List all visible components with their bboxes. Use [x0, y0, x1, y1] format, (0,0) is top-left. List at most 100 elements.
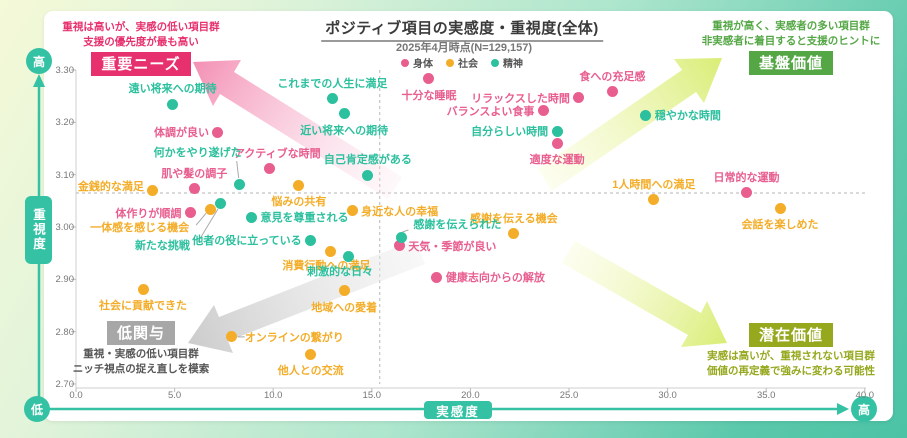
data-point-dot: [537, 105, 549, 117]
data-point-label: 感謝を伝えられた: [413, 218, 502, 231]
data-point-label: 穏やかな時間: [654, 110, 721, 122]
data-point-label: 社会に貢献できた: [99, 300, 188, 313]
legend-item: 社会: [446, 55, 478, 70]
quadrant-note: 非実感者に着目すると支援のヒントに: [701, 35, 881, 47]
quadrant-bottom-left: 低関与 重視・実感の低い項目群 ニッチ視点の捉え直しを模索: [38, 321, 244, 377]
data-point-label: 天気・季節が良い: [408, 240, 497, 253]
data-point-label: 自分らしい時間: [471, 126, 549, 139]
x-tick-label: 25.0: [559, 390, 579, 401]
y-tick-label: 3.30: [55, 65, 75, 76]
data-point-label: 一体感を感じる機会: [90, 222, 190, 235]
data-point-label: 他人との交流: [277, 365, 344, 378]
data-point-dot: [326, 93, 338, 105]
data-point-label: 食への充足感: [579, 70, 646, 83]
latent-value-arrow-icon: [562, 241, 727, 347]
quadrant-note: 重視は高いが、実感の低い項目群: [62, 21, 220, 33]
data-point-label: 金銭的な満足: [77, 180, 144, 193]
data-point-dot: [226, 331, 238, 343]
y-tick-label: 2.90: [55, 274, 75, 286]
data-point-dot: [508, 228, 520, 240]
data-point-label: バランスよい食事: [446, 105, 535, 118]
data-point-dot: [324, 245, 336, 257]
data-point-label: 消費行動への満足: [282, 260, 371, 273]
data-point-dot: [338, 108, 350, 120]
data-point-dot: [640, 109, 652, 121]
data-point-label: オンラインの繋がり: [244, 331, 344, 344]
legend-label: 社会: [458, 59, 478, 70]
data-point-dot: [212, 126, 224, 138]
data-point-dot: [263, 163, 275, 175]
foundation-value-badge: 基盤価値: [748, 51, 833, 75]
important-needs-badge: 重要ニーズ: [91, 52, 191, 76]
x-tick-label: 5.0: [167, 390, 182, 401]
legend: 身体 社会 精神: [401, 55, 523, 70]
data-point-dot: [234, 178, 246, 190]
data-point-label: 身近な人の幸福: [361, 205, 439, 218]
important-needs-arrow-icon: [193, 60, 402, 199]
data-point-dot: [395, 232, 407, 244]
legend-item: 精神: [491, 55, 523, 70]
data-point-label: 1人時間への満足: [612, 178, 696, 191]
low-involvement-badge: 低関与: [106, 321, 175, 345]
data-point-dot: [346, 205, 358, 217]
quadrant-note: 価値の再定義で強みに変わる可能性: [707, 365, 875, 377]
data-point-label: 意見を尊重される: [260, 212, 349, 225]
data-point-dot: [431, 271, 443, 283]
chart-subtitle: 2025年4月時点(N=129,157): [395, 42, 533, 54]
quadrant-top-right: 重視が高く、実感者の多い項目群 非実感者に着目すると支援のヒントに 基盤価値: [688, 19, 894, 75]
data-point-dot: [573, 92, 585, 104]
latent-value-badge: 潜在価値: [748, 323, 833, 347]
data-point-dot: [215, 198, 227, 210]
legend-swatch-icon: [491, 58, 499, 67]
data-point-label: 適度な運動: [529, 154, 585, 167]
foundation-value-arrow-icon: [538, 58, 722, 191]
x-tick-label: 20.0: [461, 390, 480, 401]
data-point-dot: [338, 285, 350, 297]
legend-label: 精神: [503, 59, 523, 70]
data-point-dot: [246, 211, 257, 223]
quadrant-note: 支援の優先度が最も高い: [83, 36, 199, 48]
chart-title: ポジティブ項目の実感度・重視度(全体): [321, 17, 603, 42]
x-tick-label: 15.0: [362, 390, 382, 401]
y-axis-high-marker: 高: [26, 48, 52, 74]
y-axis-arrowhead-icon: [33, 74, 45, 87]
data-point-dot: [606, 86, 618, 98]
data-point-dot: [393, 240, 405, 252]
data-point-dot: [740, 187, 752, 199]
data-point-label: 日常的な運動: [713, 171, 780, 184]
quadrant-note: 実感は高いが、重視されない項目群: [707, 350, 875, 362]
data-point-dot: [184, 207, 196, 219]
y-tick-label: 3.20: [55, 117, 75, 129]
legend-item: 身体: [401, 55, 433, 70]
quadrant-top-left: 重視は高いが、実感の低い項目群 支援の優先度が最も高い 重要ニーズ: [38, 20, 244, 76]
legend-swatch-icon: [446, 58, 454, 67]
data-point-label: 遠い将来への期待: [128, 83, 217, 95]
x-tick-label: 10.0: [263, 390, 283, 401]
data-point-dot: [293, 179, 305, 191]
quadrant-note: ニッチ視点の捉え直しを模索: [72, 363, 210, 375]
y-tick-label: 3.00: [55, 221, 75, 233]
quadrant-note: 重視・実感の低い項目群: [83, 348, 199, 360]
data-point-dot: [305, 234, 317, 246]
data-point-dot: [423, 73, 435, 85]
y-tick-label: 2.80: [55, 326, 75, 338]
data-point-label: 刺激的な日々: [307, 265, 374, 278]
data-point-dot: [551, 137, 563, 149]
x-tick-label: 30.0: [658, 390, 677, 401]
y-tick-label: 3.10: [55, 169, 75, 181]
data-point-label: 地域への愛着: [311, 301, 378, 314]
data-point-label: 他者の役に立っている: [192, 235, 302, 248]
data-point-label: 体調が良い: [153, 127, 209, 140]
x-axis-high-marker: 高: [851, 396, 877, 422]
y-axis-low-marker: 低: [24, 396, 50, 422]
legend-swatch-icon: [401, 58, 409, 67]
data-point-dot: [362, 169, 374, 181]
legend-label: 身体: [413, 59, 433, 70]
data-point-dot: [188, 183, 200, 195]
data-point-dot: [204, 203, 216, 215]
x-tick-label: 0.0: [69, 390, 83, 401]
data-point-label: 感謝を伝える機会: [469, 212, 558, 225]
x-axis-arrowhead-icon: [837, 403, 849, 415]
y-tick-label: 2.70: [55, 378, 75, 390]
